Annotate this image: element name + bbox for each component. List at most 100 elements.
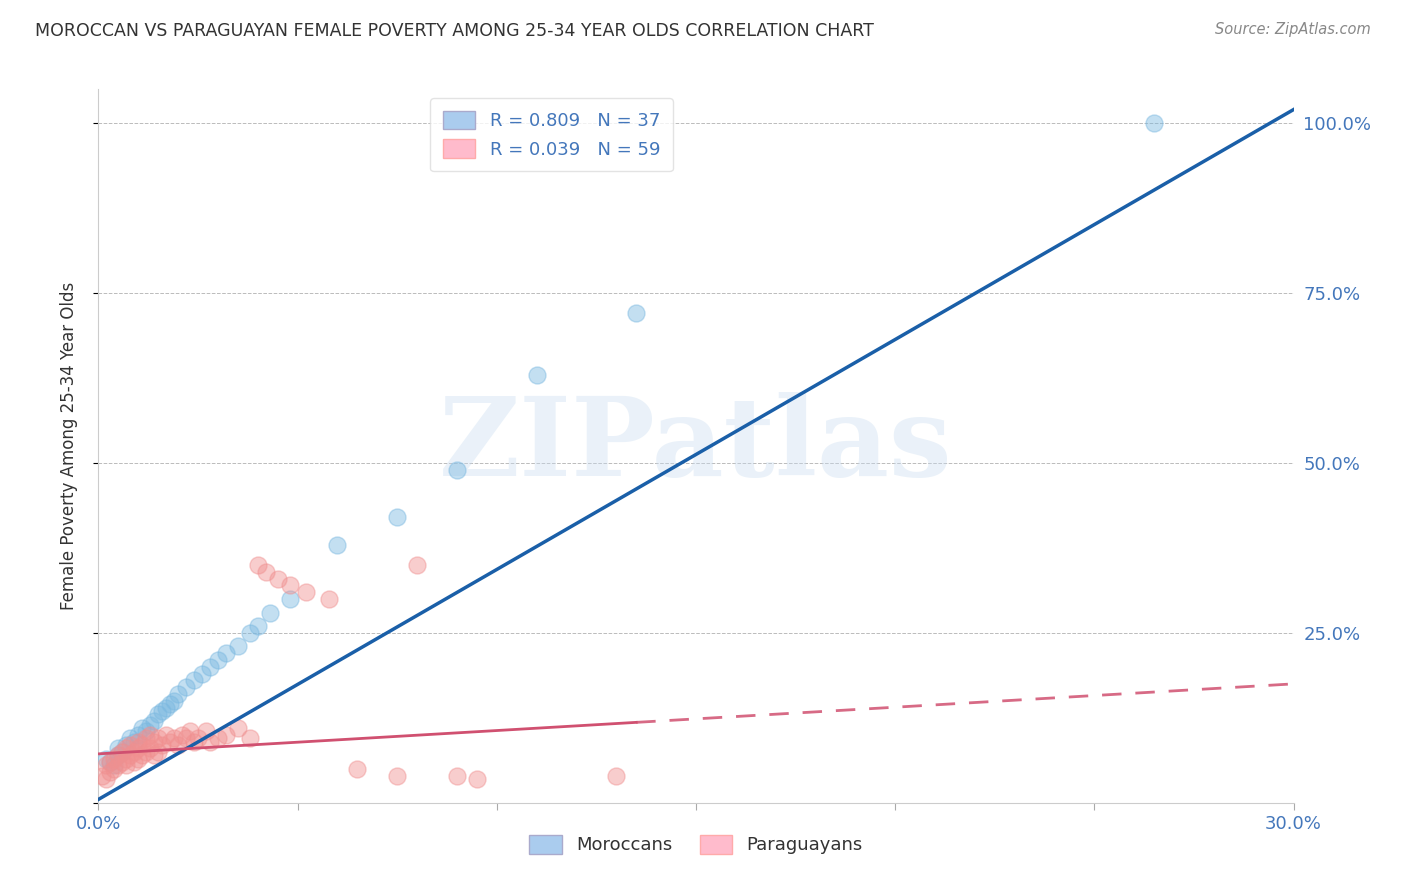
Point [215,646,238,660]
Point [526,368,548,382]
Point [267,572,290,586]
Point [198,734,221,748]
Point [107,748,129,763]
Point [107,741,129,756]
Point [246,619,269,633]
Point [254,565,277,579]
Point [124,755,146,769]
Point [465,772,488,786]
Point [103,751,125,765]
Point [155,700,177,714]
Point [148,745,170,759]
Point [107,758,129,772]
Point [100,755,122,769]
Text: Source: ZipAtlas.com: Source: ZipAtlas.com [1215,22,1371,37]
Point [326,537,349,551]
Point [174,680,197,694]
Point [120,748,142,763]
Point [150,704,173,718]
Point [167,738,190,752]
Point [446,463,468,477]
Point [103,758,125,772]
Point [159,734,181,748]
Point [278,591,301,606]
Point [179,724,201,739]
Point [139,717,162,731]
Point [115,751,138,765]
Point [120,731,142,746]
Point [195,724,218,739]
Point [115,758,138,772]
Point [91,769,114,783]
Point [127,741,149,756]
Point [96,758,118,772]
Point [163,731,186,746]
Point [127,751,149,765]
Point [155,728,177,742]
Point [294,585,316,599]
Point [100,765,122,780]
Point [143,714,166,729]
Point [278,578,301,592]
Point [139,728,162,742]
Point [96,751,118,765]
Point [135,731,157,746]
Point [111,745,134,759]
Point [239,731,262,746]
Point [150,738,173,752]
Point [187,731,209,746]
Point [124,734,146,748]
Point [215,728,238,742]
Text: ZIPatlas: ZIPatlas [439,392,953,500]
Point [239,626,262,640]
Point [127,728,149,742]
Y-axis label: Female Poverty Among 25-34 Year Olds: Female Poverty Among 25-34 Year Olds [59,282,77,610]
Point [120,738,142,752]
Point [107,748,129,763]
Point [446,769,468,783]
Point [346,762,368,776]
Point [246,558,269,572]
Point [127,734,149,748]
Legend: Moroccans, Paraguayans: Moroccans, Paraguayans [522,828,870,862]
Point [226,640,249,654]
Point [135,724,157,739]
Point [605,769,627,783]
Point [163,694,186,708]
Point [172,728,194,742]
Point [131,721,153,735]
Point [385,510,409,524]
Point [143,748,166,763]
Point [385,769,409,783]
Point [135,745,157,759]
Point [96,772,118,786]
Point [115,738,138,752]
Point [207,731,229,746]
Point [1143,116,1166,130]
Point [124,745,146,759]
Point [183,673,205,688]
Point [318,591,340,606]
Point [131,748,153,763]
Text: MOROCCAN VS PARAGUAYAN FEMALE POVERTY AMONG 25-34 YEAR OLDS CORRELATION CHART: MOROCCAN VS PARAGUAYAN FEMALE POVERTY AM… [35,22,875,40]
Point [167,687,190,701]
Point [159,698,181,712]
Point [207,653,229,667]
Point [131,738,153,752]
Point [198,660,221,674]
Point [148,731,170,746]
Point [191,666,214,681]
Point [148,707,170,722]
Point [143,734,166,748]
Point [259,606,281,620]
Point [226,721,249,735]
Point [100,755,122,769]
Point [406,558,429,572]
Point [183,734,205,748]
Point [139,741,162,756]
Point [103,762,125,776]
Point [111,755,134,769]
Point [626,306,648,320]
Point [111,745,134,759]
Point [115,741,138,756]
